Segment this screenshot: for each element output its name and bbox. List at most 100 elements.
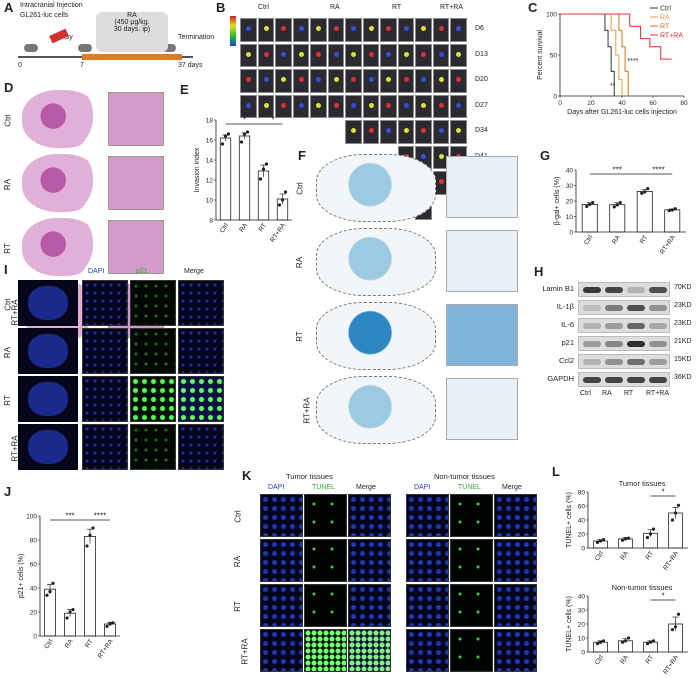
channel-label: Merge: [184, 268, 204, 275]
tumor-signal: [263, 51, 269, 57]
tumor-signal: [386, 128, 391, 133]
x-axis-label: Days after GL261-luc cells injection: [567, 109, 677, 116]
ra-box: RA (450 μg/kg. 30 days. ip): [96, 12, 168, 52]
data-point: [673, 207, 677, 211]
lane-label: RT: [624, 390, 634, 397]
y-tick-label: 80: [30, 538, 38, 545]
data-point: [676, 503, 681, 507]
x-tick-label: Ctrl: [594, 654, 606, 667]
x-tick-label: 80: [680, 100, 688, 107]
data-point: [667, 209, 671, 213]
bli-image-cell: [240, 94, 257, 118]
bli-image-cell: [432, 43, 449, 67]
y-tick-label: 60: [30, 562, 38, 569]
y-tick-label: 16: [206, 138, 214, 145]
bli-image-cell: [345, 18, 362, 42]
x-tick-label: RT: [644, 654, 655, 665]
y-tick-label: 0: [581, 546, 585, 553]
bli-image-cell: [310, 69, 327, 93]
day-label: D13: [475, 50, 488, 58]
blot-band: [649, 359, 667, 365]
y-axis-label: β-gal+ cells (%): [554, 177, 561, 226]
panel-label-b: B: [216, 0, 226, 15]
y-tick-label: 100: [26, 514, 37, 521]
row-label: RT+RA: [240, 638, 250, 665]
tumor-signal: [368, 77, 374, 82]
panel-label-d: D: [4, 80, 14, 95]
channel-label: p21: [136, 268, 148, 275]
data-point: [585, 204, 589, 209]
blot-strip: [578, 300, 670, 315]
tunel-image-cell: [406, 584, 449, 627]
x-tick-label: 40: [618, 100, 626, 107]
blot-band: [583, 359, 601, 365]
brain-outline: [28, 286, 68, 320]
tunel-image-cell: [304, 629, 347, 672]
mouse-icon: [162, 44, 176, 52]
blot-band: [627, 323, 645, 329]
protein-label: IL-1β: [556, 302, 574, 311]
blot-band: [627, 377, 645, 383]
bli-image-cell: [327, 94, 344, 118]
tumor-signal: [438, 179, 444, 184]
bli-image-cell: [275, 43, 292, 67]
tumor-signal: [298, 26, 304, 31]
y-tick-label: 14: [206, 158, 214, 165]
data-point: [85, 544, 89, 548]
bli-image-cell: [292, 43, 309, 67]
blot-strip: [578, 336, 670, 351]
tumor-signal: [456, 77, 461, 82]
row-label: RA: [295, 256, 305, 269]
bgal-staining-panel: Ctrl RA RT RT+RA: [295, 150, 526, 450]
bar: [664, 209, 681, 233]
row-label: RT: [2, 395, 12, 406]
tumor-signal: [316, 26, 321, 31]
data-point: [618, 200, 622, 205]
tumor-signal: [298, 102, 304, 108]
tunel-image-cell: [348, 584, 391, 627]
tumor-signal: [403, 51, 409, 57]
blot-band: [605, 323, 623, 329]
survival-curve: [560, 13, 615, 96]
row-label: RT: [232, 601, 242, 612]
bar: [219, 137, 232, 221]
tumor-signal: [438, 26, 444, 31]
survival-curve: [560, 13, 672, 60]
brain-overview-fluorescence: [18, 376, 78, 422]
data-point: [68, 610, 72, 614]
x-tick-label: Ctrl: [594, 550, 606, 563]
x-tick-label: Ctrl: [219, 222, 231, 235]
data-point: [670, 208, 674, 212]
row-label: RA: [3, 178, 13, 191]
y-tick-label: 0: [553, 94, 557, 101]
channel-label: DAPI: [414, 484, 431, 491]
survival-chart: 0 50 100 0 20 40 60 80 Percent survival Days afte…: [537, 6, 688, 117]
tumor-signal: [456, 51, 461, 57]
tunel-image-cell: [494, 629, 537, 672]
bli-image-cell: [432, 120, 449, 144]
tunel-image-cell: [348, 539, 391, 582]
bli-image-cell: [257, 69, 274, 93]
tumor-signal: [281, 102, 286, 108]
channel-label: DAPI: [268, 484, 285, 491]
brain-outline: [28, 430, 68, 464]
kd-label: 36KD: [674, 374, 692, 381]
bli-image-cell: [275, 94, 292, 118]
significance-label: ****: [627, 58, 638, 65]
chart-title: Non-tumor tissues: [612, 583, 673, 592]
lane-label: RT+RA: [646, 390, 670, 397]
legend-label: RT+RA: [660, 33, 683, 40]
panel-label-c: C: [528, 0, 538, 15]
data-point: [264, 162, 269, 166]
blot-band: [605, 341, 623, 347]
bli-image-cell: [240, 18, 257, 42]
data-point: [48, 590, 52, 594]
tunel-nontumor-chart: 0 10 20 30 40 TUNEL+ cells (%) Non-tumor tissu…: [566, 583, 688, 676]
legend-label: Ctrl: [660, 6, 671, 13]
brain-section-he: [22, 218, 100, 276]
x-tick-label: RA: [64, 638, 75, 650]
data-point: [91, 526, 95, 530]
tumor-signal: [333, 102, 339, 108]
data-point: [277, 203, 282, 207]
tumor-signal: [403, 26, 409, 31]
